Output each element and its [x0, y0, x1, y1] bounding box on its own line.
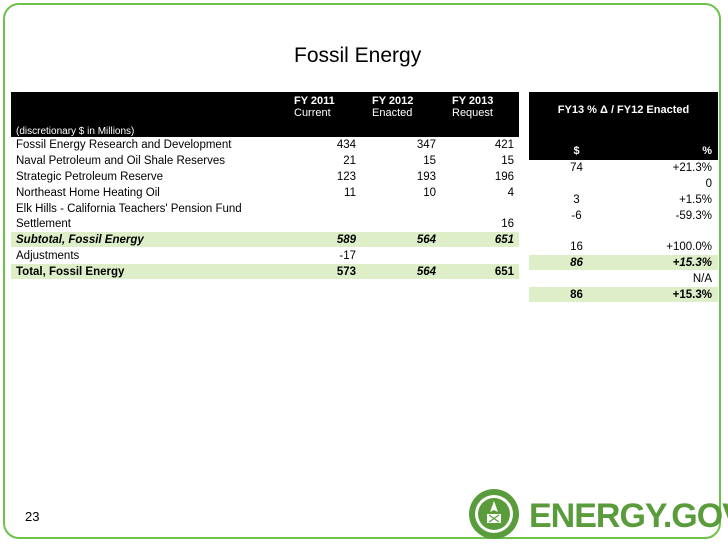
cell-fy11: 123: [283, 168, 361, 185]
cell-fy11: 21: [283, 152, 361, 169]
table-row: 74 +21.3%: [529, 160, 718, 176]
cell-dollar-change: 86: [529, 254, 624, 271]
change-table: FY13 % Δ / FY12 Enacted $ % 74 +21.3% 0 …: [529, 92, 718, 303]
slide-title: Fossil Energy: [294, 44, 422, 67]
cell-fy13: [441, 247, 519, 264]
doe-seal-icon: [469, 489, 519, 539]
cell-dollar-change: [529, 175, 624, 192]
table-row: 16 +100.0%: [529, 239, 718, 255]
header-fy2011-year: FY 2011: [283, 92, 361, 107]
cell-fy11: 434: [283, 137, 361, 153]
table-row: -6 -59.3%: [529, 207, 718, 224]
cell-fy11: 11: [283, 184, 361, 201]
subtotal-row: Subtotal, Fossil Energy 589 564 651: [11, 231, 519, 248]
table-row: Elk Hills - California Teachers' Pension…: [11, 201, 519, 217]
header-fy2012-status: Enacted: [361, 107, 441, 122]
cell-fy11: [283, 216, 361, 232]
cell-fy12: [361, 216, 441, 232]
table-row: 3 +1.5%: [529, 191, 718, 208]
table-row: Naval Petroleum and Oil Shale Reserves 2…: [11, 152, 519, 169]
header-blank-2: [11, 107, 283, 122]
slide-frame: [3, 3, 721, 539]
header-fy2011-status: Current: [283, 107, 361, 122]
row-label: Strategic Petroleum Reserve: [11, 168, 283, 185]
cell-dollar-change: 3: [529, 191, 624, 208]
total-row: 86 +15.3%: [529, 286, 718, 303]
cell-dollar-change: 86: [529, 286, 624, 303]
cell-fy12: 347: [361, 137, 441, 153]
cell-fy13: 196: [441, 168, 519, 185]
cell-fy12: 193: [361, 168, 441, 185]
page-number: 23: [25, 509, 40, 524]
table-row: Strategic Petroleum Reserve 123 193 196: [11, 168, 519, 185]
cell-percent-change: +21.3%: [624, 160, 718, 176]
adjustments-row: N/A: [529, 270, 718, 287]
cell-fy12: 564: [361, 263, 441, 280]
change-dollar-header: $: [529, 137, 624, 160]
total-label: Total, Fossil Energy: [11, 263, 283, 280]
cell-percent-change: N/A: [624, 270, 718, 287]
table-row: 0: [529, 175, 718, 192]
adjustments-row: Adjustments -17: [11, 247, 519, 264]
subtotal-label: Subtotal, Fossil Energy: [11, 231, 283, 248]
cell-fy13: 651: [441, 263, 519, 280]
cell-dollar-change: 74: [529, 160, 624, 176]
cell-dollar-change: -6: [529, 207, 624, 224]
cell-fy12: 10: [361, 184, 441, 201]
header-fy2012-year: FY 2012: [361, 92, 441, 107]
row-label-line1: Elk Hills - California Teachers' Pension…: [16, 202, 242, 215]
cell-fy12: 15: [361, 152, 441, 169]
change-header: FY13 % Δ / FY12 Enacted: [529, 92, 718, 137]
cell-fy12: [361, 247, 441, 264]
cell-percent-change: +100.0%: [624, 239, 718, 255]
cell-percent-change: +15.3%: [624, 254, 718, 271]
cell-fy13: 421: [441, 137, 519, 153]
cell-percent-change: +15.3%: [624, 286, 718, 303]
header-fy2013-status: Request: [441, 107, 519, 122]
cell-percent-change: -59.3%: [624, 207, 718, 224]
unit-label: (discretionary $ in Millions): [11, 122, 283, 137]
budget-table: FY 2011 FY 2012 FY 2013 Current Enacted …: [11, 92, 519, 280]
cell-fy11: 573: [283, 263, 361, 280]
adjustments-label: Adjustments: [11, 247, 283, 264]
row-label: Naval Petroleum and Oil Shale Reserves: [11, 152, 283, 169]
header-blank: [11, 92, 283, 107]
subtotal-row: 86 +15.3%: [529, 254, 718, 271]
cell-fy12: 564: [361, 231, 441, 248]
table-row: Fossil Energy Research and Development 4…: [11, 137, 519, 153]
row-label-line2: Settlement: [11, 216, 283, 232]
row-label: Northeast Home Heating Oil: [11, 184, 283, 201]
header-fy2013-year: FY 2013: [441, 92, 519, 107]
cell-dollar-change: 16: [529, 239, 624, 255]
row-label: Fossil Energy Research and Development: [11, 137, 283, 153]
change-percent-header: %: [624, 137, 718, 160]
table-row: Settlement 16: [11, 216, 519, 232]
cell-dollar-change: [529, 270, 624, 287]
cell-fy13: 16: [441, 216, 519, 232]
cell-fy11: -17: [283, 247, 361, 264]
cell-fy13: 15: [441, 152, 519, 169]
energy-gov-logo: ENERGY.GOV: [529, 497, 728, 535]
cell-percent-change: 0: [624, 175, 718, 192]
total-row: Total, Fossil Energy 573 564 651: [11, 263, 519, 280]
cell-fy11: 589: [283, 231, 361, 248]
cell-percent-change: +1.5%: [624, 191, 718, 208]
table-row: Northeast Home Heating Oil 11 10 4: [11, 184, 519, 201]
cell-fy13: 4: [441, 184, 519, 201]
cell-fy13: 651: [441, 231, 519, 248]
